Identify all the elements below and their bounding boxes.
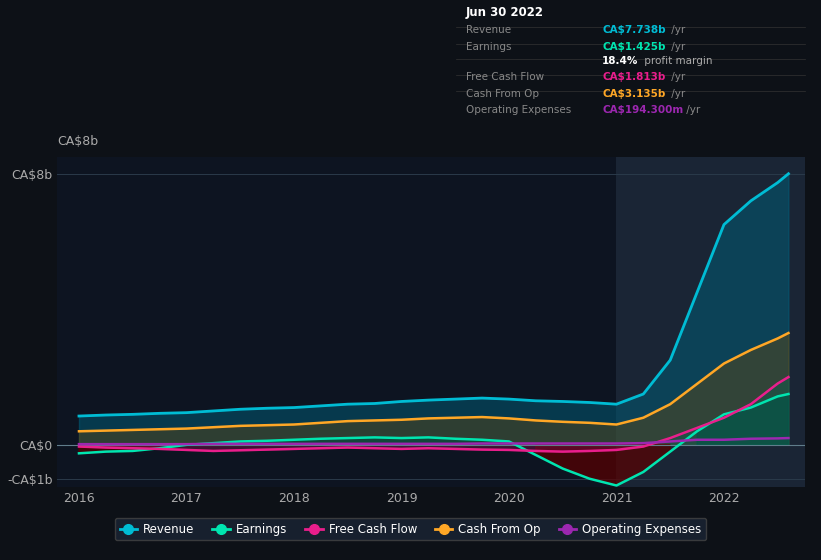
Text: 18.4%: 18.4% — [603, 57, 639, 66]
Text: /yr: /yr — [683, 105, 700, 115]
Text: /yr: /yr — [668, 41, 686, 52]
Text: Operating Expenses: Operating Expenses — [466, 105, 571, 115]
Text: CA$1.813b: CA$1.813b — [603, 72, 666, 82]
Text: CA$194.300m: CA$194.300m — [603, 105, 683, 115]
Legend: Revenue, Earnings, Free Cash Flow, Cash From Op, Operating Expenses: Revenue, Earnings, Free Cash Flow, Cash … — [115, 518, 706, 540]
Text: Earnings: Earnings — [466, 41, 511, 52]
Bar — [617, 157, 821, 487]
Text: Free Cash Flow: Free Cash Flow — [466, 72, 544, 82]
Text: /yr: /yr — [668, 25, 686, 35]
Text: Revenue: Revenue — [466, 25, 511, 35]
Text: /yr: /yr — [668, 88, 686, 99]
Text: CA$8b: CA$8b — [57, 136, 99, 148]
Text: CA$3.135b: CA$3.135b — [603, 88, 666, 99]
Text: /yr: /yr — [668, 72, 686, 82]
Text: Cash From Op: Cash From Op — [466, 88, 539, 99]
Text: CA$7.738b: CA$7.738b — [603, 25, 666, 35]
Text: profit margin: profit margin — [640, 57, 712, 66]
Text: CA$1.425b: CA$1.425b — [603, 41, 666, 52]
Text: Jun 30 2022: Jun 30 2022 — [466, 6, 544, 19]
